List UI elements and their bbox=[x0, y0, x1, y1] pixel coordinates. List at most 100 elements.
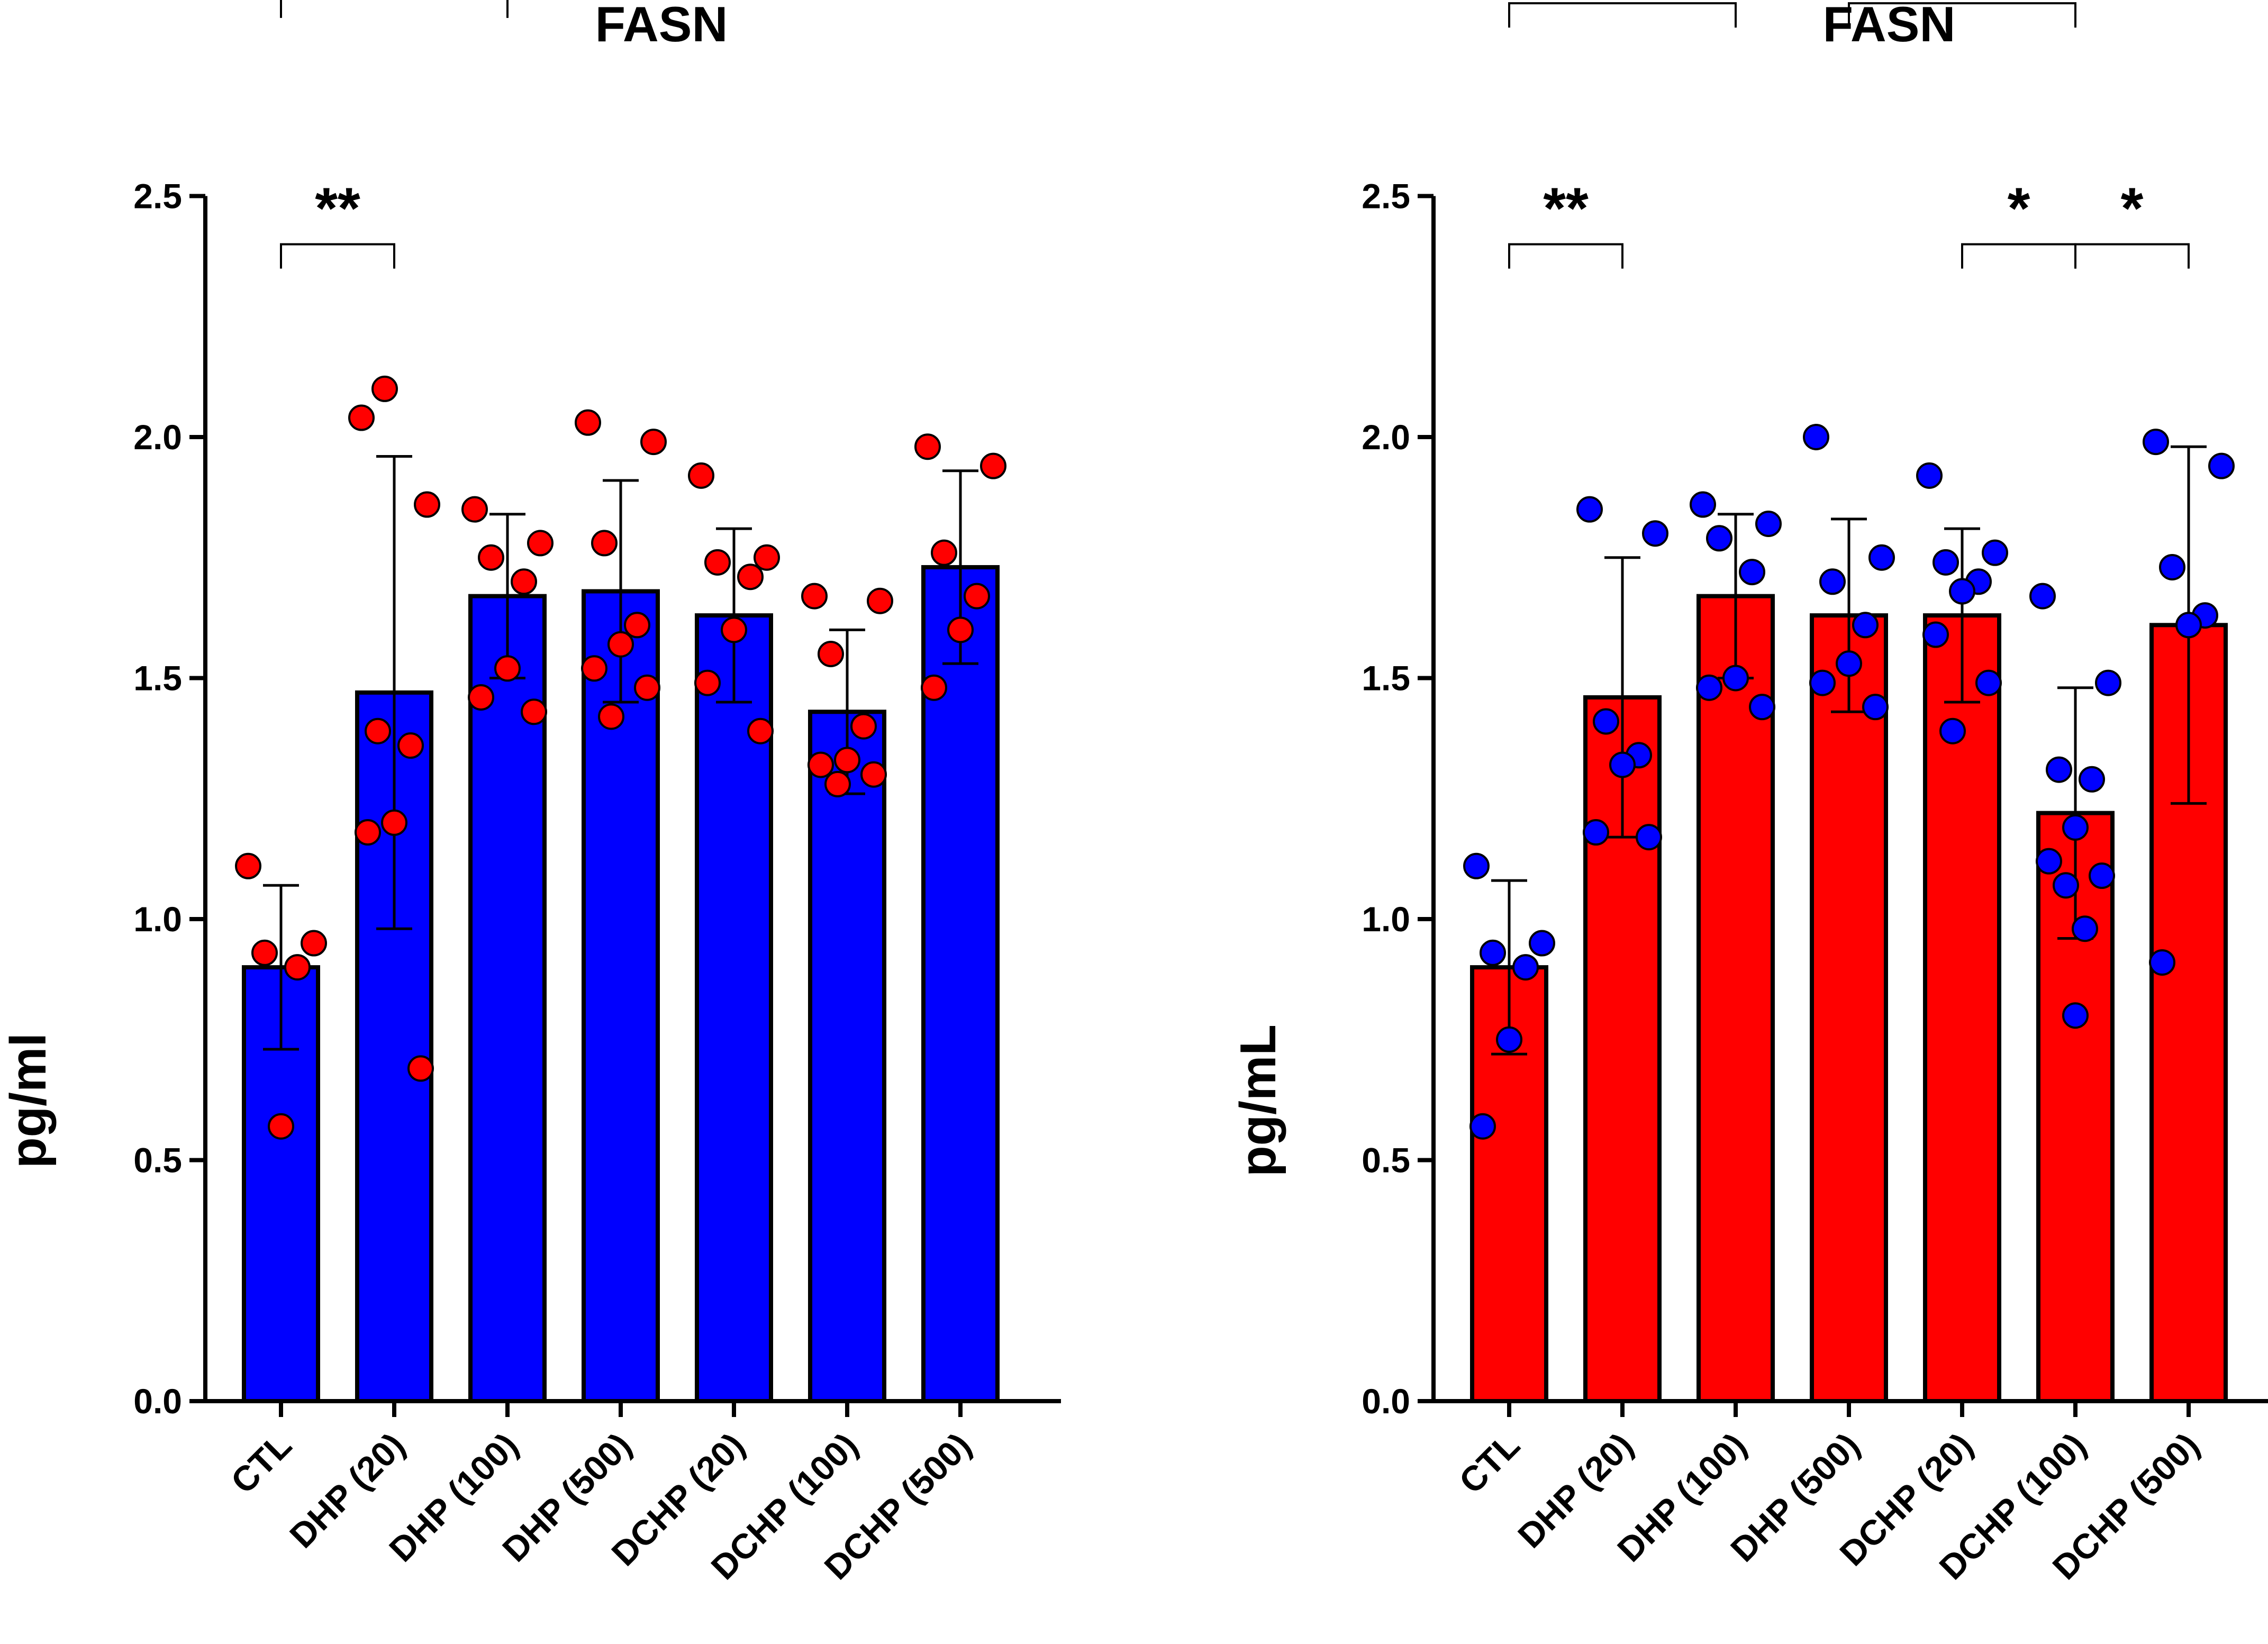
right-data-point bbox=[2036, 848, 2062, 875]
right-data-point bbox=[1512, 954, 1539, 981]
right-y-tick-label: 2.5 bbox=[1362, 177, 1410, 216]
right-data-point bbox=[1982, 539, 2008, 566]
right-data-point bbox=[1836, 650, 1862, 677]
left-data-point bbox=[511, 568, 537, 595]
left-data-point bbox=[397, 732, 424, 759]
left-data-point bbox=[348, 404, 375, 431]
left-data-point bbox=[964, 583, 990, 610]
left-data-point bbox=[640, 429, 667, 456]
right-data-point bbox=[1696, 674, 1722, 701]
left-data-point bbox=[607, 631, 634, 658]
right-data-point bbox=[1722, 665, 1749, 692]
right-data-point bbox=[1868, 544, 1895, 571]
right-data-point bbox=[2062, 1002, 2089, 1029]
left-data-point bbox=[301, 930, 327, 957]
left-data-point bbox=[860, 761, 887, 788]
right-data-point bbox=[1975, 669, 2002, 696]
left-data-point bbox=[867, 587, 893, 614]
right-y-tick-label: 1.0 bbox=[1362, 900, 1410, 939]
left-data-point bbox=[461, 496, 488, 523]
right-data-point bbox=[1916, 462, 1943, 489]
left-chart-title: FASN bbox=[595, 0, 728, 52]
left-bar bbox=[582, 589, 660, 1403]
left-bar bbox=[808, 710, 886, 1403]
right-data-point bbox=[2072, 915, 2098, 942]
right-significance-bracket bbox=[1848, 2, 2076, 28]
right-data-point bbox=[1739, 559, 1765, 586]
left-significance-label: ** bbox=[315, 176, 360, 241]
right-significance-label: * bbox=[2008, 176, 2030, 241]
right-data-point bbox=[1749, 694, 1775, 721]
right-data-point bbox=[2089, 862, 2115, 889]
left-bar bbox=[468, 594, 547, 1403]
right-data-point bbox=[1803, 424, 1829, 450]
right-data-point bbox=[1862, 694, 1889, 721]
right-data-point bbox=[2029, 583, 2056, 610]
right-significance-label: ** bbox=[1543, 176, 1589, 241]
left-data-point bbox=[694, 669, 721, 696]
left-data-point bbox=[914, 433, 941, 460]
left-data-point bbox=[931, 539, 957, 566]
right-data-point bbox=[1922, 621, 1949, 648]
right-data-point bbox=[1642, 520, 1668, 547]
left-data-point bbox=[371, 375, 398, 402]
right-bar bbox=[1810, 613, 1888, 1403]
left-data-point bbox=[824, 770, 851, 797]
left-data-point bbox=[634, 674, 660, 701]
left-data-point bbox=[235, 852, 261, 879]
right-y-axis-label: pg/mL bbox=[1230, 1024, 1286, 1177]
left-data-point bbox=[407, 1055, 434, 1082]
left-significance-bracket bbox=[280, 0, 509, 18]
right-data-point bbox=[1636, 824, 1662, 851]
left-data-point bbox=[704, 549, 731, 576]
right-significance-label: * bbox=[2121, 176, 2144, 241]
right-significance-bracket bbox=[1508, 2, 1737, 28]
left-y-axis-label: pg/ml bbox=[0, 1033, 57, 1168]
left-data-point bbox=[688, 462, 714, 489]
left-bar bbox=[695, 613, 773, 1403]
left-y-tick-label: 1.5 bbox=[133, 659, 182, 698]
left-data-point bbox=[268, 1113, 294, 1140]
right-significance-bracket bbox=[1508, 243, 1623, 269]
left-data-point bbox=[947, 616, 974, 643]
right-bar bbox=[1923, 613, 2001, 1403]
right-data-point bbox=[1529, 930, 1555, 957]
right-data-point bbox=[1852, 612, 1879, 639]
right-data-point bbox=[1939, 717, 1966, 744]
right-data-point bbox=[2149, 949, 2175, 976]
right-y-tick-label: 0.0 bbox=[1362, 1382, 1410, 1421]
left-y-tick-label: 2.0 bbox=[133, 417, 182, 457]
left-data-point bbox=[527, 530, 554, 557]
left-significance-bracket bbox=[280, 243, 395, 269]
right-significance-bracket bbox=[1961, 243, 2076, 269]
right-data-point bbox=[2046, 756, 2072, 783]
left-data-point bbox=[721, 616, 747, 643]
right-data-point bbox=[1933, 549, 1959, 576]
right-data-point bbox=[2175, 612, 2202, 639]
left-y-tick-label: 1.0 bbox=[133, 900, 182, 939]
right-data-point bbox=[1949, 578, 1975, 605]
right-data-point bbox=[1463, 852, 1490, 879]
right-data-point bbox=[1583, 819, 1609, 846]
right-chart-title: FASN bbox=[1823, 0, 1956, 52]
right-significance-bracket bbox=[2074, 243, 2190, 269]
right-data-point bbox=[1755, 510, 1782, 537]
right-data-point bbox=[1706, 525, 1732, 552]
left-data-point bbox=[624, 612, 650, 639]
left-data-point bbox=[737, 564, 764, 591]
left-data-point bbox=[754, 544, 780, 571]
left-data-point bbox=[478, 544, 504, 571]
left-data-point bbox=[921, 674, 947, 701]
left-data-point bbox=[414, 491, 440, 518]
right-data-point bbox=[1690, 491, 1716, 518]
left-data-point bbox=[591, 530, 618, 557]
right-data-point bbox=[1593, 708, 1619, 735]
right-y-tick-label: 2.0 bbox=[1362, 417, 1410, 457]
left-data-point bbox=[284, 954, 311, 981]
right-data-point bbox=[2159, 553, 2185, 580]
